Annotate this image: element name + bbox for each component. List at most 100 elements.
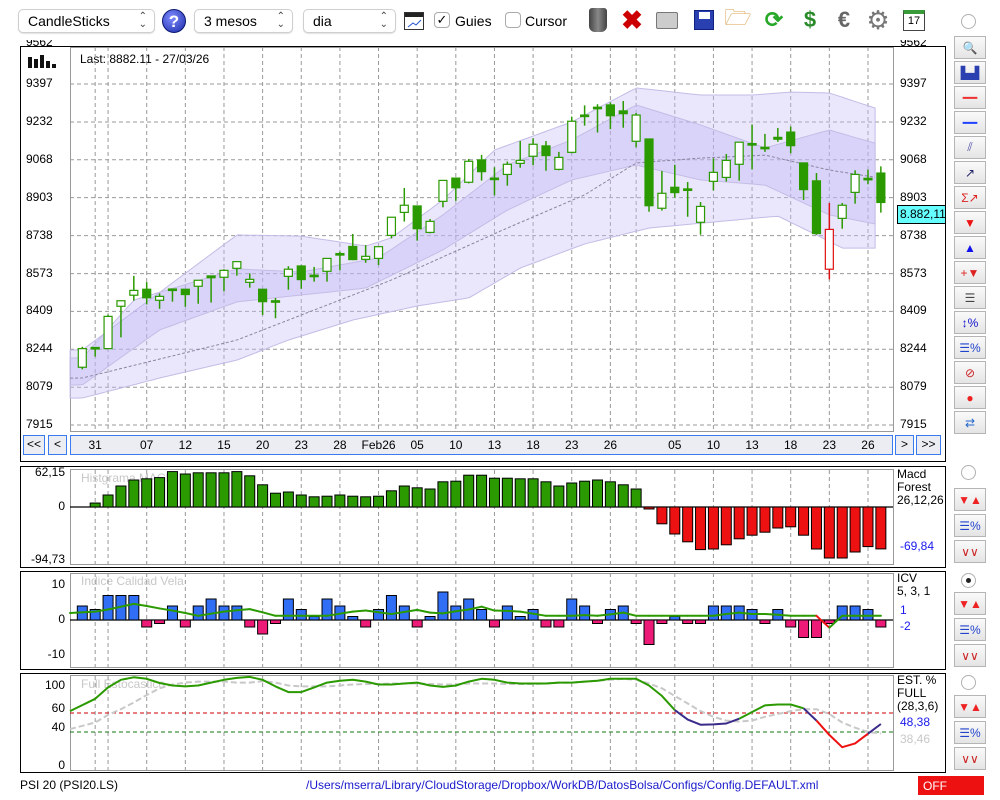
nav-first-button[interactable]: << bbox=[23, 435, 45, 455]
date-tick-label: 23 bbox=[565, 438, 579, 452]
add-signal-button[interactable]: +▼ bbox=[954, 261, 986, 284]
stochastic-legend: EST. % FULL (28,3,6) bbox=[897, 673, 939, 713]
euro-icon[interactable]: € bbox=[837, 7, 851, 32]
calendar-icon[interactable]: 17 bbox=[900, 5, 928, 35]
percent-lines-icon: ☰% bbox=[959, 725, 981, 740]
refresh-icon[interactable]: ⟳ bbox=[764, 7, 784, 32]
percent-lines-button[interactable]: ☰% bbox=[954, 721, 986, 744]
config-path-link[interactable]: /Users/mserra/Library/CloudStorage/Dropb… bbox=[306, 778, 819, 792]
folder-open-icon[interactable]: 🗁 bbox=[724, 5, 752, 30]
off-toggle-button[interactable]: OFF bbox=[918, 776, 984, 795]
no-entry-icon: ⊘ bbox=[964, 365, 976, 380]
date-tick-label: 23 bbox=[822, 438, 837, 452]
sync-icon: ⇄ bbox=[964, 415, 976, 430]
percent-lines-icon: ☰% bbox=[959, 622, 981, 637]
stochastic-title: Full Estocastico bbox=[81, 677, 166, 691]
y-axis-label-left: 8079 bbox=[26, 379, 53, 394]
sell-arrow-button[interactable]: ▼ bbox=[954, 211, 986, 234]
cursor-checkbox[interactable] bbox=[505, 12, 521, 28]
record-button[interactable]: ● bbox=[954, 386, 986, 409]
volume-profile-button[interactable]: ▙▟ bbox=[954, 61, 986, 84]
zoom-button[interactable]: 🔍 bbox=[954, 36, 986, 59]
channel-button[interactable]: ⫽ bbox=[954, 136, 986, 159]
y-axis-label-right: 7915 bbox=[900, 417, 927, 431]
trendline-button[interactable]: ↗ bbox=[954, 161, 986, 184]
signals-icon: ▼▲ bbox=[958, 492, 982, 507]
y-axis-label-right: 9562 bbox=[900, 40, 927, 48]
date-tick-label: 26 bbox=[603, 438, 618, 452]
signals-button[interactable]: ▼▲ bbox=[954, 695, 986, 718]
percent-lines-icon: ☰% bbox=[959, 518, 981, 533]
zoom-icon: 🔍 bbox=[962, 40, 978, 55]
signals-button[interactable]: ▼▲ bbox=[954, 592, 986, 615]
trendline-icon: ↗ bbox=[964, 165, 976, 180]
percent-lines-button[interactable]: ☰% bbox=[954, 618, 986, 641]
symbol-label: PSI 20 (PSI20.LS) bbox=[20, 778, 119, 792]
macd-panel-radio[interactable] bbox=[961, 465, 976, 480]
period-select[interactable]: 3 mesos ⌃ ⌄ bbox=[194, 9, 293, 33]
percent-lines-button[interactable]: ☰% bbox=[954, 514, 986, 537]
buy-arrow-button[interactable]: ▲ bbox=[954, 236, 986, 259]
crossover-icon: ∨∨ bbox=[961, 751, 979, 766]
macd-y-label: 62,15 bbox=[34, 465, 65, 479]
signals-icon: ▼▲ bbox=[958, 699, 982, 714]
icv-panel-radio[interactable] bbox=[961, 573, 976, 588]
crossover-icon: ∨∨ bbox=[961, 648, 979, 663]
blue-line-icon: ━━ bbox=[962, 115, 978, 130]
date-tick-label: 23 bbox=[294, 438, 308, 452]
nav-last-button[interactable]: >> bbox=[916, 435, 941, 455]
main-plot-area[interactable] bbox=[70, 47, 894, 432]
signals-button[interactable]: ▼▲ bbox=[954, 488, 986, 511]
sum-trendline-button[interactable]: Σ↗ bbox=[954, 186, 986, 209]
lines-button[interactable]: ☰ bbox=[954, 286, 986, 309]
help-icon[interactable]: ? bbox=[162, 9, 186, 33]
last-price-label: Last: 8882.11 - 27/03/26 bbox=[80, 52, 210, 66]
crossover-button[interactable]: ∨∨ bbox=[954, 540, 986, 563]
crossover-button[interactable]: ∨∨ bbox=[954, 644, 986, 667]
trash-icon[interactable] bbox=[584, 5, 612, 35]
check-icon: ✓ bbox=[436, 12, 448, 27]
red-line-button[interactable]: ━━ bbox=[954, 86, 986, 109]
date-axis-strip[interactable]: 31 07 12 15 20 23 28 Feb26 05 10 13 18 23 26 05 10 13 18 2… bbox=[70, 435, 893, 455]
chart-type-select[interactable]: CandleSticks ⌃ ⌄ bbox=[18, 9, 155, 33]
range-percent-button[interactable]: ↕% bbox=[954, 311, 986, 334]
guides-checkbox[interactable]: ✓ bbox=[434, 12, 450, 28]
bar-chart-icon[interactable] bbox=[27, 54, 59, 71]
blue-line-button[interactable]: ━━ bbox=[954, 111, 986, 134]
date-tick-label: 13 bbox=[487, 438, 502, 452]
macd-plot-area[interactable] bbox=[70, 469, 894, 565]
stochastic-y-label: 0 bbox=[58, 758, 65, 772]
interval-select[interactable]: dia ⌃ ⌄ bbox=[303, 9, 396, 33]
stochastic-plot-area[interactable] bbox=[70, 675, 894, 771]
y-axis-label-right: 9232 bbox=[900, 113, 927, 128]
y-axis-label-right: 8079 bbox=[900, 379, 927, 394]
main-panel-radio[interactable] bbox=[961, 14, 976, 29]
icv-bar-value: -2 bbox=[900, 619, 911, 633]
nav-next-button[interactable]: > bbox=[895, 435, 914, 455]
record-icon: ● bbox=[966, 390, 974, 405]
chart-window-icon[interactable] bbox=[404, 12, 424, 30]
nav-prev-button[interactable]: < bbox=[48, 435, 67, 455]
delete-icon[interactable]: ✖ bbox=[621, 4, 643, 35]
no-entry-button[interactable]: ⊘ bbox=[954, 361, 986, 384]
save-icon[interactable] bbox=[690, 5, 718, 35]
date-tick-label: 10 bbox=[706, 438, 721, 452]
crossover-button[interactable]: ∨∨ bbox=[954, 747, 986, 770]
percent-lines-button[interactable]: ☰% bbox=[954, 336, 986, 359]
dollar-icon[interactable]: $ bbox=[803, 7, 817, 32]
lines-icon: ☰ bbox=[964, 290, 976, 305]
stochastic-d-value: 38,46 bbox=[900, 732, 931, 746]
y-axis-label-left: 8409 bbox=[26, 303, 53, 318]
y-axis-label-right: 8738 bbox=[900, 227, 927, 242]
icv-plot-area[interactable] bbox=[70, 573, 894, 668]
camera-icon[interactable] bbox=[653, 5, 681, 35]
date-tick-label: 18 bbox=[526, 438, 540, 452]
stochastic-panel-radio[interactable] bbox=[961, 675, 976, 690]
cursor-label: Cursor bbox=[525, 13, 568, 29]
sync-button[interactable]: ⇄ bbox=[954, 411, 986, 434]
stochastic-y-label: 40 bbox=[51, 720, 65, 734]
y-axis-label-right: 8903 bbox=[900, 189, 927, 204]
date-tick-label: 13 bbox=[745, 438, 759, 452]
y-axis-label-right: 8244 bbox=[900, 341, 927, 356]
gear-icon[interactable]: ⚙ bbox=[866, 4, 890, 35]
